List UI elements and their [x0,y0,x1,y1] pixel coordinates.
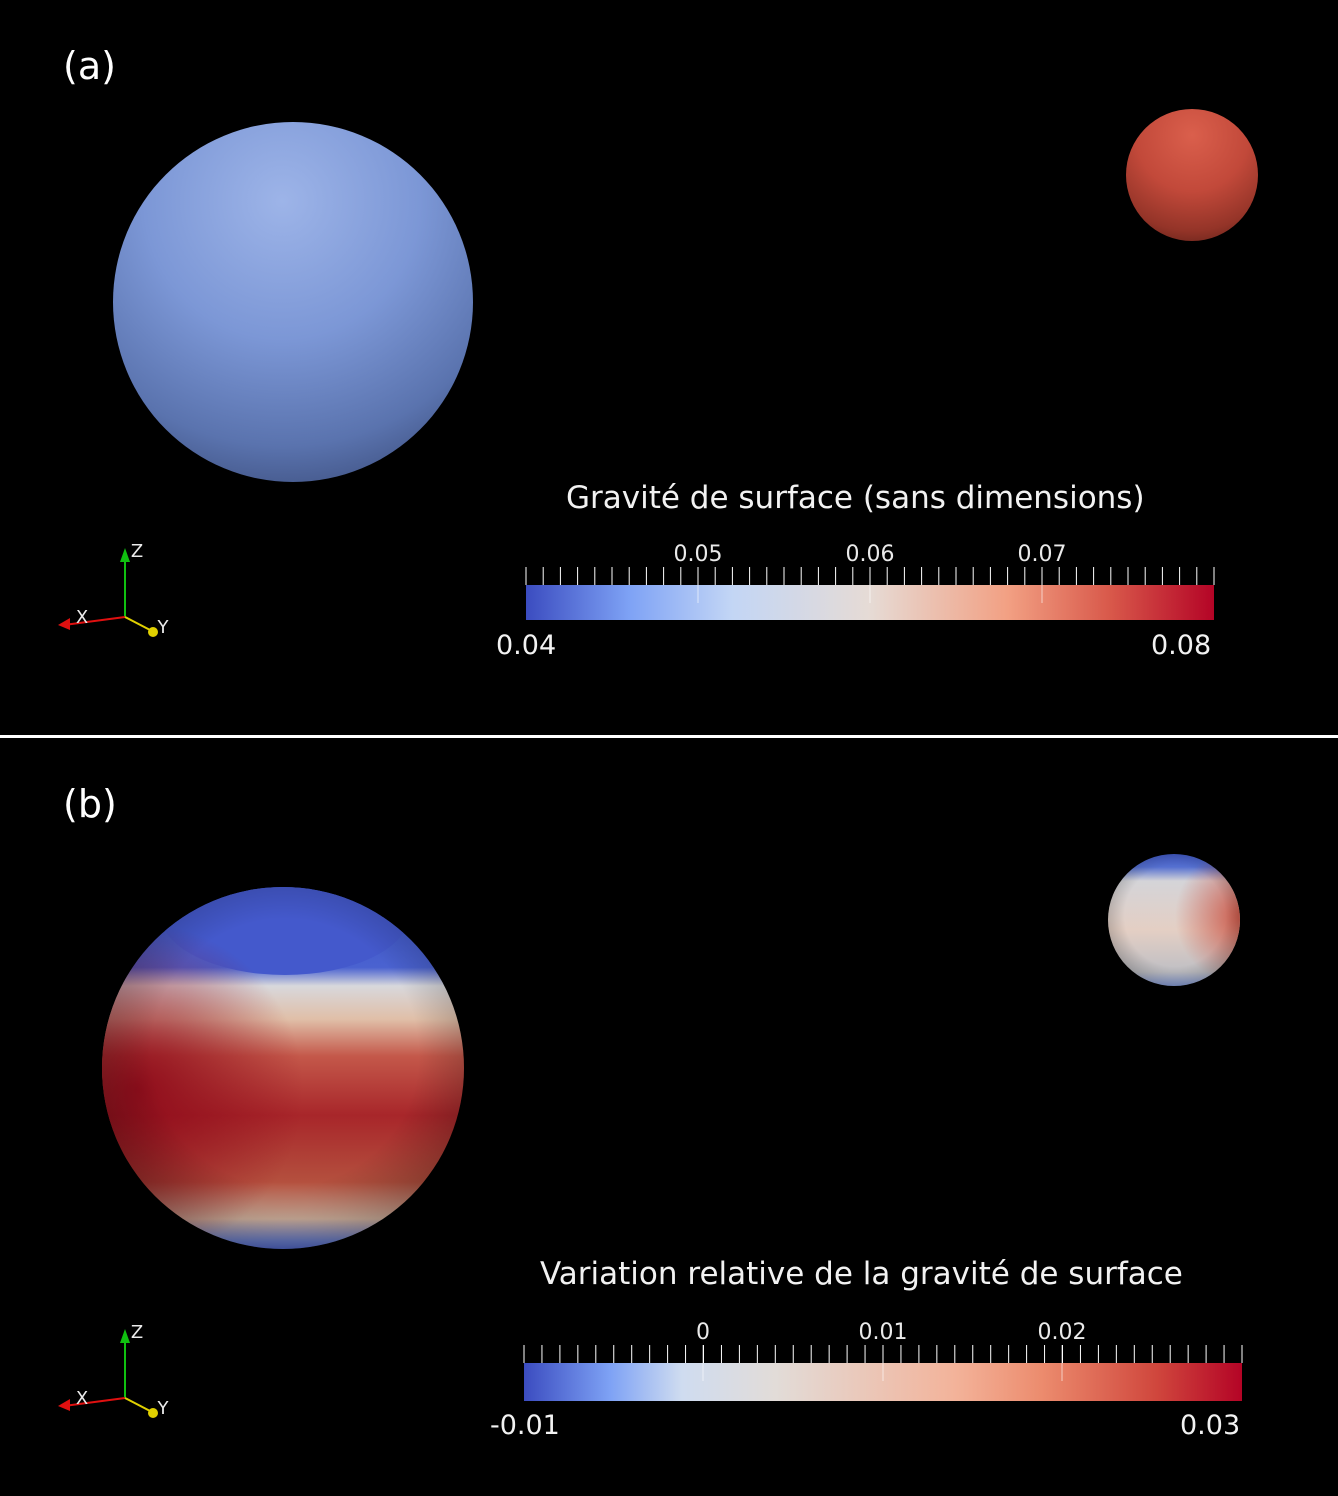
axis-label-y-b: Y [157,1398,169,1419]
render-view-a [58,109,1258,637]
panel-label-a: (a) [63,44,116,88]
colorbar-min-label-b: -0.01 [490,1410,560,1441]
axis-label-x-a: X [75,607,89,628]
colorbar-max-label-a: 0.08 [1151,630,1212,661]
colorbar-min-label-a: 0.04 [496,630,557,661]
colorbar-a [525,567,1215,620]
colorbar-tick-label-b-1: 0 [696,1320,710,1345]
colorbar-tick-label-b-3: 0.02 [1037,1320,1087,1345]
axes-triad-a [58,548,158,637]
panel-divider [0,735,1338,738]
colorbar-tick-label-b-2: 0.01 [858,1320,908,1345]
colorbar-ticks-a [525,567,1215,603]
axis-label-z-a: Z [130,541,144,562]
colorbar-max-label-b: 0.03 [1180,1410,1241,1441]
colorbar-tick-label-a-1: 0.05 [673,542,723,567]
colorbar-ticks-b [523,1345,1243,1381]
small-sphere-a [1126,109,1258,241]
panel-a: (a) [0,0,1338,735]
panel-label-b: (b) [63,782,117,826]
axis-label-x-b: X [75,1388,89,1409]
render-view-b [58,854,1243,1418]
large-sphere-a [113,122,473,482]
colorbar-tick-label-a-2: 0.06 [845,542,895,567]
colorbar-title-b: Variation relative de la gravité de surf… [540,1256,1183,1292]
colorbar-tick-label-a-3: 0.07 [1017,542,1067,567]
small-sphere-b [1108,854,1240,986]
large-sphere-b [102,887,464,1249]
axes-triad-b [58,1329,158,1418]
panel-b: (b) [0,738,1338,1496]
axis-label-y-a: Y [157,617,169,638]
colorbar-title-a: Gravité de surface (sans dimensions) [566,480,1145,516]
colorbar-b [523,1345,1243,1401]
axis-label-z-b: Z [130,1322,144,1343]
